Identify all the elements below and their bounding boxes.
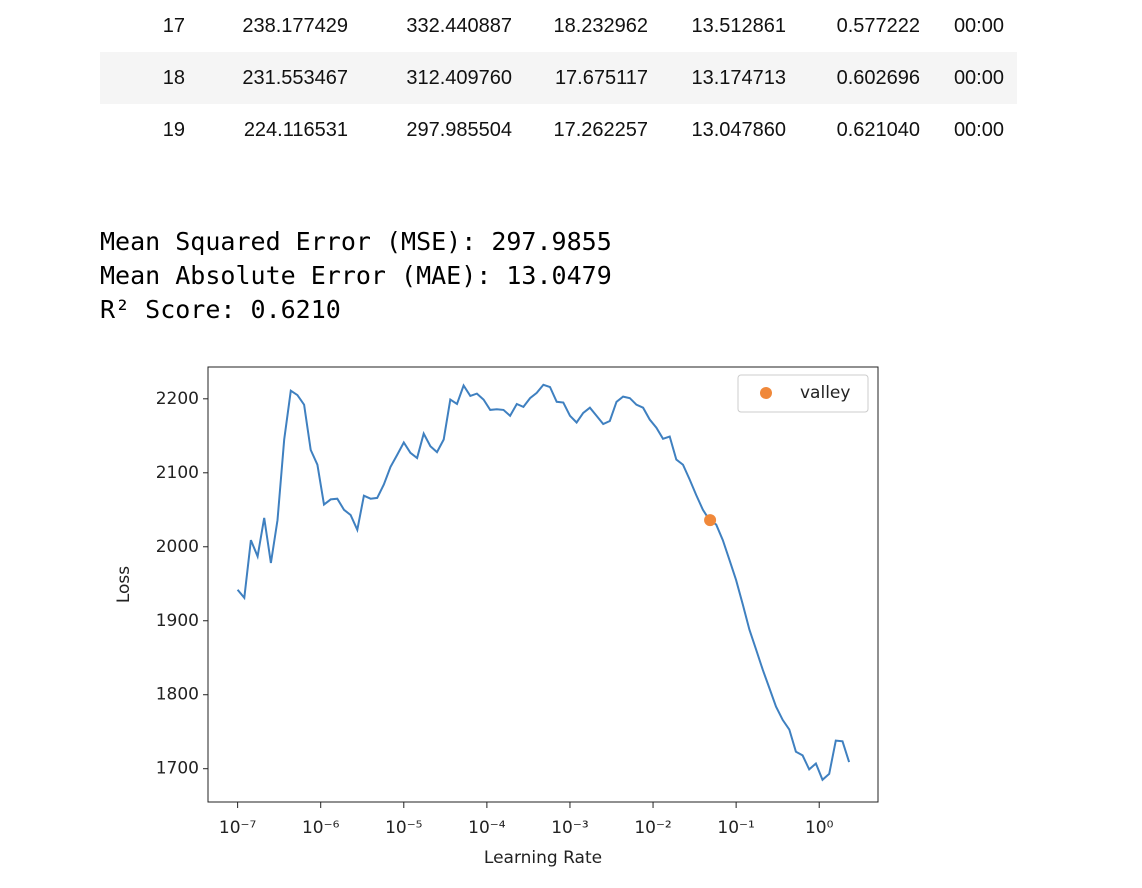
table-cell: 17.262257	[553, 119, 648, 141]
y-tick-label: 1800	[156, 685, 199, 705]
x-tick-label: 10⁰	[805, 818, 834, 838]
table-row: 18 231.553467 312.409760 17.675117 13.174713…	[100, 52, 1017, 104]
table-cell: 18.232962	[553, 15, 648, 37]
x-axis-label: Learning Rate	[484, 848, 602, 868]
table-cell: 18	[162, 67, 185, 89]
table-row: 17 238.177429 332.440887 18.232962 13.512861…	[100, 0, 1017, 52]
x-tick-label: 10⁻¹	[717, 818, 754, 838]
x-tick-label: 10⁻⁶	[302, 818, 340, 838]
table-cell: 00:00	[953, 15, 1004, 37]
table-cell: 00:00	[953, 67, 1004, 89]
table-cell: 231.553467	[242, 67, 348, 89]
table-cell: 0.621040	[836, 119, 920, 141]
plot-frame	[207, 366, 879, 803]
loss-line	[236, 383, 851, 782]
legend-swatch	[760, 387, 772, 399]
table-cell: 312.409760	[406, 67, 512, 89]
table-cell: 0.577222	[836, 15, 920, 37]
table-cell: 297.985504	[406, 119, 512, 141]
y-tick-label: 1700	[156, 759, 199, 779]
table-cell: 17	[162, 15, 185, 37]
x-tick-label: 10⁻⁴	[468, 818, 506, 838]
legend-label: valley	[800, 383, 850, 403]
valley-point	[704, 514, 717, 527]
table-cell: 332.440887	[406, 15, 512, 37]
results-table: 17 238.177429 332.440887 18.232962 13.512861…	[100, 0, 1017, 156]
y-tick-label: 1900	[156, 611, 199, 631]
table-row: 19 224.116531 297.985504 17.262257 13.047860…	[100, 104, 1017, 156]
output-line: Mean Absolute Error (MAE): 13.0479	[100, 261, 612, 290]
table-cell: 13.174713	[691, 67, 786, 89]
cell-output: Mean Squared Error (MSE): 297.9855 Mean A…	[100, 225, 612, 327]
table-cell: 13.047860	[691, 119, 786, 141]
table-cell: 13.512861	[691, 15, 786, 37]
table-cell: 0.602696	[836, 67, 920, 89]
x-tick-label: 10⁻³	[551, 818, 588, 838]
y-tick-label: 2200	[156, 389, 199, 409]
y-tick-label: 2100	[156, 463, 199, 483]
y-tick-label: 2000	[156, 537, 199, 557]
x-tick-label: 10⁻²	[634, 818, 671, 838]
y-axis-label: Loss	[114, 566, 134, 603]
table-cell: 00:00	[953, 119, 1004, 141]
output-line: R² Score: 0.6210	[100, 295, 341, 324]
x-tick-label: 10⁻⁷	[219, 818, 257, 838]
output-line: Mean Squared Error (MSE): 297.9855	[100, 227, 612, 256]
table-cell: 238.177429	[242, 15, 348, 37]
table-cell: 17.675117	[554, 67, 648, 89]
x-tick-label: 10⁻⁵	[385, 818, 422, 838]
table-cell: 19	[162, 119, 185, 141]
table-cell: 224.116531	[243, 119, 348, 141]
legend-box	[737, 374, 869, 413]
